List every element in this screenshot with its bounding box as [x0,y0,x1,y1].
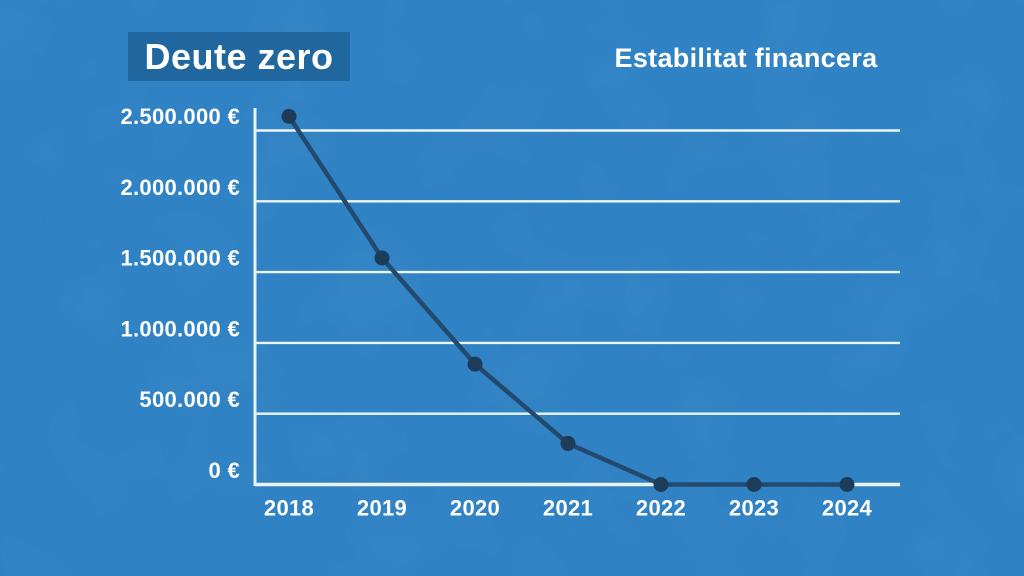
title-badge: Deute zero [128,32,350,81]
chart-subtitle: Estabilitat financera [614,43,878,73]
x-tick-label: 2020 [450,496,500,521]
data-point [653,477,669,492]
data-point [746,477,762,492]
page-title: Deute zero [144,35,334,77]
y-tick-label: 0 € [209,458,240,483]
y-tick-label: 2.500.000 € [120,104,240,129]
debt-line [286,114,850,487]
y-tick-label: 1.000.000 € [120,316,240,341]
x-tick-label: 2021 [543,496,593,521]
x-tick-label: 2024 [822,496,873,521]
data-point [281,108,297,124]
data-point [560,435,576,451]
x-tick-label: 2019 [357,496,407,521]
data-point [839,477,855,492]
x-tick-label: 2022 [636,496,686,521]
x-tick-label: 2018 [264,496,314,521]
data-point [467,356,483,372]
y-tick-label: 1.500.000 € [120,246,240,271]
y-tick-label: 2.000.000 € [120,175,240,200]
y-tick-label: 500.000 € [139,387,240,412]
x-tick-label: 2023 [729,496,779,521]
data-point [374,250,390,266]
